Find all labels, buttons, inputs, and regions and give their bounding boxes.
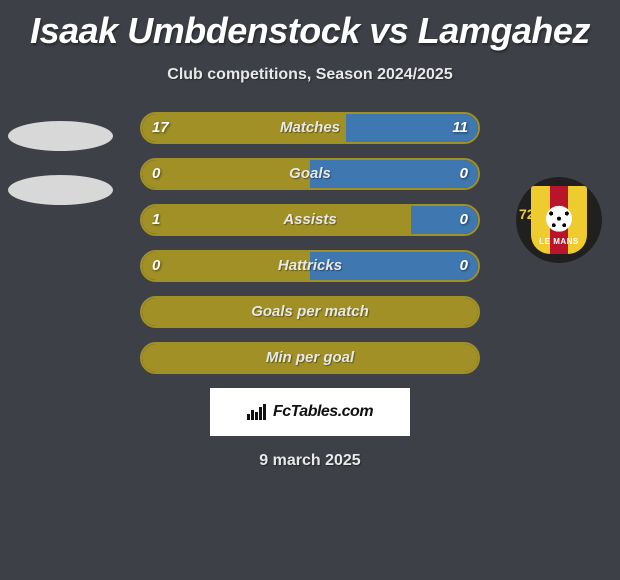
stat-value-right: 11 bbox=[452, 114, 468, 142]
stat-row: Min per goal bbox=[140, 342, 480, 374]
stat-row: Goals per match bbox=[140, 296, 480, 328]
crest-number: 72 bbox=[519, 206, 535, 222]
stat-value-left: 17 bbox=[152, 114, 169, 142]
stat-value-right: 0 bbox=[460, 206, 468, 234]
stat-row: Matches17 11 bbox=[140, 112, 480, 144]
stat-label: Goals bbox=[142, 160, 478, 188]
player-left-avatar-top bbox=[8, 121, 113, 151]
source-badge: FcTables.com bbox=[210, 388, 410, 436]
stat-value-left: 0 bbox=[152, 252, 160, 280]
stat-label: Assists bbox=[142, 206, 478, 234]
crest-label: LE MANS bbox=[531, 237, 587, 246]
stat-label: Min per goal bbox=[142, 344, 478, 372]
source-badge-text: FcTables.com bbox=[273, 403, 373, 421]
date-label: 9 march 2025 bbox=[0, 452, 620, 470]
stat-row: Goals0 0 bbox=[140, 158, 480, 190]
stat-value-left: 0 bbox=[152, 160, 160, 188]
stat-row: Hattricks0 0 bbox=[140, 250, 480, 282]
stat-label: Hattricks bbox=[142, 252, 478, 280]
stat-value-right: 0 bbox=[460, 252, 468, 280]
stat-value-right: 0 bbox=[460, 160, 468, 188]
stat-row: Assists1 0 bbox=[140, 204, 480, 236]
fctables-icon bbox=[247, 404, 269, 420]
club-crest: 72 LE MANS bbox=[516, 177, 602, 263]
stat-label: Matches bbox=[142, 114, 478, 142]
page-title: Isaak Umbdenstock vs Lamgahez bbox=[0, 0, 620, 52]
stat-value-left: 1 bbox=[152, 206, 160, 234]
ball-icon bbox=[546, 206, 572, 232]
subtitle: Club competitions, Season 2024/2025 bbox=[0, 66, 620, 84]
player-left-avatar-bottom bbox=[8, 175, 113, 205]
stat-label: Goals per match bbox=[142, 298, 478, 326]
